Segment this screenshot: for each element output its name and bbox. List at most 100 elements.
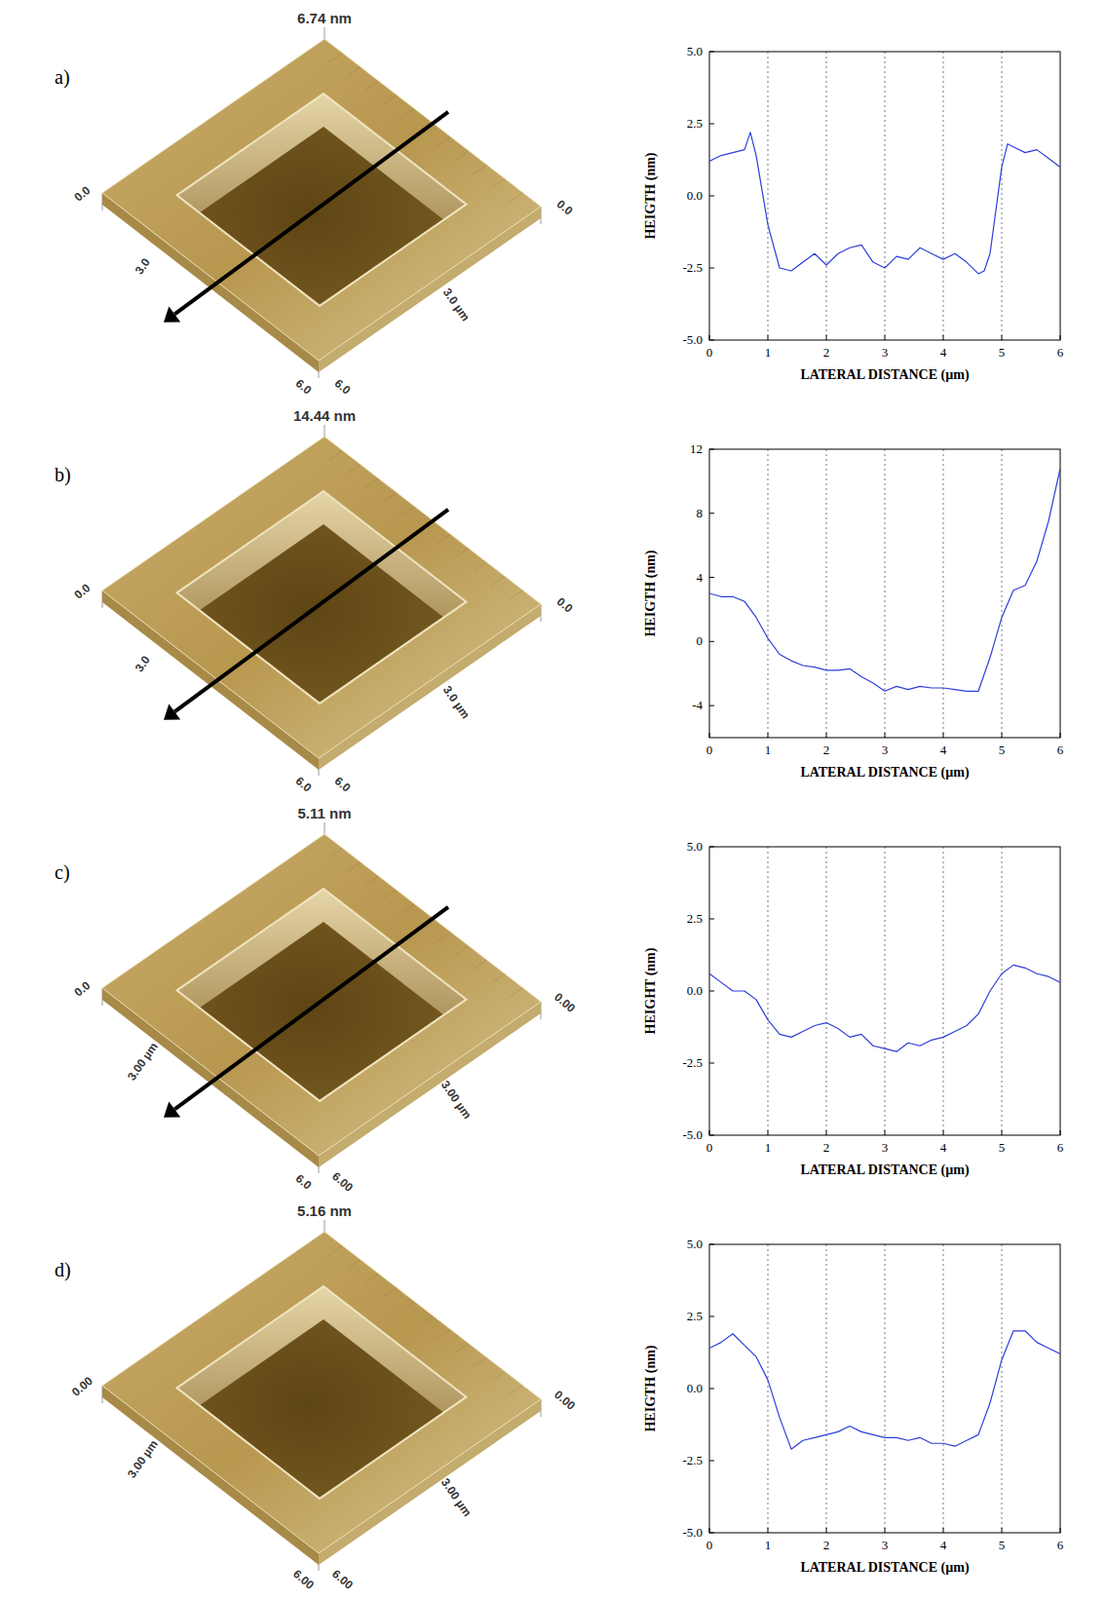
arrow-head: [163, 1101, 181, 1117]
image-label: 6.00: [329, 1169, 356, 1195]
tick: [709, 1244, 715, 1246]
pit-floor: [177, 921, 467, 1135]
tick-label: 6: [1057, 344, 1065, 360]
pit-rim: [177, 93, 467, 306]
tick: [709, 1063, 715, 1065]
tick: [709, 195, 715, 197]
texture: [491, 178, 505, 188]
panel-letter: c): [54, 861, 71, 884]
texture: [365, 1273, 380, 1283]
image-label: 3.00 µm: [124, 1437, 161, 1481]
texture: [401, 506, 416, 516]
tick-label: 8: [696, 505, 704, 521]
plot-frame: [709, 1244, 1061, 1533]
image-label: 3.00 µm: [124, 1039, 161, 1083]
texture: [401, 904, 416, 914]
texture: [437, 931, 452, 941]
tick-label: 1: [764, 742, 772, 758]
tick-label: 0: [706, 1140, 714, 1155]
tick-label: 1: [764, 1140, 772, 1155]
panel-letter: b): [54, 463, 72, 487]
tick-label: 4: [940, 344, 948, 360]
tick: [709, 1388, 715, 1390]
tick: [709, 1130, 711, 1136]
tick: [767, 732, 769, 738]
tick-label: 0: [706, 742, 714, 758]
texture: [473, 1357, 488, 1367]
tick: [709, 576, 715, 578]
grid-line: [943, 1244, 945, 1533]
image-label: 14.44 nm: [293, 407, 356, 424]
texture: [455, 151, 469, 160]
grid-line: [826, 449, 828, 738]
image-label: 0.0: [72, 978, 94, 1000]
texture: [455, 548, 469, 558]
plot-frame: [709, 51, 1061, 341]
texture: [491, 973, 505, 983]
image-label: 6.0: [293, 773, 315, 796]
tick-label: 0.0: [686, 983, 703, 998]
tick: [826, 732, 828, 738]
image-label: 0.0: [72, 580, 94, 603]
afm-image: 14.44 nm0.00.03.0 µm6.06.03.0: [72, 407, 576, 796]
image-label: 0.00: [551, 990, 578, 1016]
grid-line: [943, 846, 945, 1136]
plot-frame: [709, 449, 1061, 738]
panel-letter: a): [54, 66, 71, 89]
tick-label: 6: [1057, 1537, 1065, 1553]
image-label: 3.0 µm: [440, 285, 473, 324]
texture: [401, 1301, 416, 1311]
tick-label: 1: [764, 344, 772, 360]
texture: [346, 464, 361, 474]
tick: [709, 123, 715, 125]
axis-title: HEIGTH (nm): [643, 549, 659, 637]
pit-floor-group: [177, 921, 467, 1135]
tick: [709, 335, 711, 341]
tick: [709, 449, 715, 451]
texture: [329, 52, 344, 62]
box-edge: [324, 27, 326, 39]
tick: [943, 732, 945, 738]
image-label: 6.0: [293, 376, 315, 398]
texture: [437, 533, 452, 543]
tick: [884, 335, 886, 341]
texture: [437, 136, 452, 146]
axis-title: LATERAL DISTANCE (µm): [800, 367, 970, 383]
axis-title: LATERAL DISTANCE (µm): [800, 764, 970, 781]
texture: [473, 164, 488, 174]
axis-title: HEIGHT (nm): [643, 947, 659, 1034]
texture: [473, 562, 488, 572]
texture: [346, 1259, 361, 1269]
tick: [826, 335, 828, 341]
tick-label: 5.0: [686, 839, 703, 854]
tick-label: 1: [764, 1537, 772, 1553]
tick: [709, 705, 715, 707]
panel: c)5.11 nm0.00.003.00 µm6.06.003.00 µm012…: [54, 804, 1065, 1195]
profile-chart: 0123456-5.0-2.50.02.55.0LATERAL DISTANCE…: [643, 839, 1065, 1179]
grid-line: [1001, 846, 1003, 1136]
texture: [473, 959, 488, 969]
grid-line: [767, 51, 769, 341]
tick: [709, 1316, 715, 1318]
texture: [509, 192, 524, 202]
tick-label: 12: [689, 441, 703, 457]
tick: [943, 335, 945, 341]
tick-label: 5: [998, 1537, 1006, 1553]
tick-label: 2: [823, 1140, 831, 1155]
afm-image: 5.16 nm0.000.003.00 µm6.006.003.00 µm: [69, 1202, 578, 1593]
profile-arrow: [174, 509, 449, 713]
axis-title: LATERAL DISTANCE (µm): [800, 1560, 970, 1576]
image-label: 3.0: [132, 255, 153, 277]
box-edge: [324, 1220, 326, 1232]
tick-label: -5.0: [682, 1127, 703, 1143]
image-label: 3.0: [132, 652, 153, 675]
profile-line: [709, 132, 1061, 274]
texture: [419, 1315, 433, 1325]
pit-floor-group: [177, 524, 467, 737]
panel: d)5.16 nm0.000.003.00 µm6.006.003.00 µm0…: [54, 1202, 1065, 1593]
tick-label: 4: [940, 1537, 948, 1553]
image-label: 0.00: [551, 1387, 578, 1413]
image-label: 3.00 µm: [438, 1476, 475, 1520]
texture: [382, 889, 397, 899]
tick-label: 0.0: [686, 1380, 703, 1396]
